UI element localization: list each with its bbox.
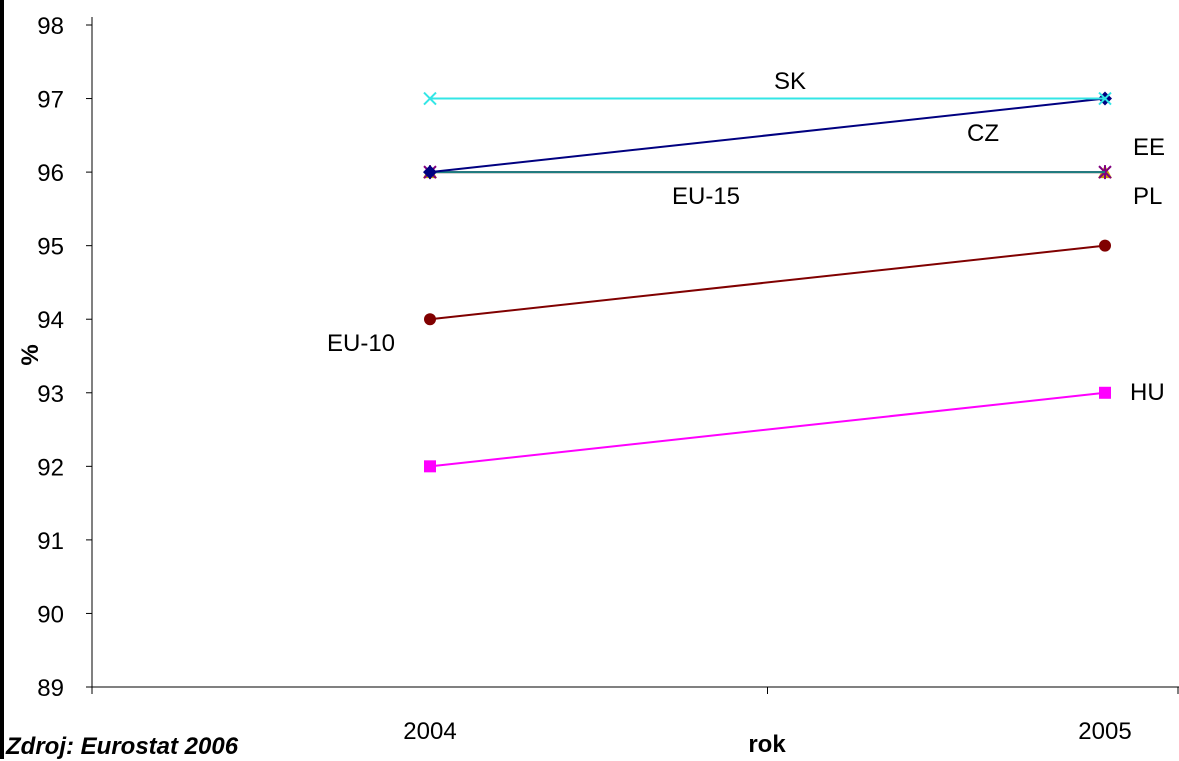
y-tick-label: 94 xyxy=(37,307,64,334)
series-label-hu: HU xyxy=(1130,379,1165,406)
marker-square xyxy=(1099,386,1111,399)
series-eu-10 xyxy=(424,239,1111,326)
series-label-sk: SK xyxy=(774,68,806,95)
series-hu xyxy=(424,386,1111,473)
marker-diamond xyxy=(423,165,437,180)
y-tick-label: 93 xyxy=(37,381,64,408)
series-label-eu-15: EU-15 xyxy=(672,183,740,210)
series-label-cz: CZ xyxy=(967,120,999,147)
y-tick-label: 92 xyxy=(37,454,64,481)
series-cz xyxy=(423,91,1112,180)
series-sk xyxy=(423,91,1112,106)
y-tick-label: 91 xyxy=(37,528,64,555)
series-line xyxy=(429,391,1106,468)
marker-x xyxy=(1098,91,1112,106)
series-group xyxy=(423,91,1112,473)
series-label-pl: PL xyxy=(1133,183,1162,210)
y-tick-label: 90 xyxy=(37,601,64,628)
x-tick-label: 2005 xyxy=(1078,718,1131,745)
marker-square xyxy=(424,460,436,473)
y-tick-label: 89 xyxy=(37,675,64,702)
y-tick-label: 96 xyxy=(37,160,64,187)
series-line xyxy=(429,244,1106,321)
marker-circle xyxy=(1099,239,1111,252)
y-axis-title: % xyxy=(17,344,44,365)
marker-circle xyxy=(424,313,436,326)
series-line xyxy=(429,97,1106,174)
series-labels: SK CZ EE PL EU-15 EU-10 HU xyxy=(327,68,1165,406)
source-note: Zdroj: Eurostat 2006 xyxy=(6,733,239,760)
series-label-ee: EE xyxy=(1133,134,1165,161)
y-tick-label: 98 xyxy=(37,13,64,40)
x-tick-label: 2004 xyxy=(403,718,456,745)
marker-x xyxy=(423,91,437,106)
series-label-eu-10: EU-10 xyxy=(327,330,395,357)
x-axis-title: rok xyxy=(748,731,786,758)
left-frame-edge xyxy=(0,0,4,759)
y-tick-label: 95 xyxy=(37,234,64,261)
axes: 89 90 91 92 93 94 95 96 97 98 2004 2005 rok% xyxy=(17,13,1179,758)
y-tick-label: 97 xyxy=(37,87,64,114)
